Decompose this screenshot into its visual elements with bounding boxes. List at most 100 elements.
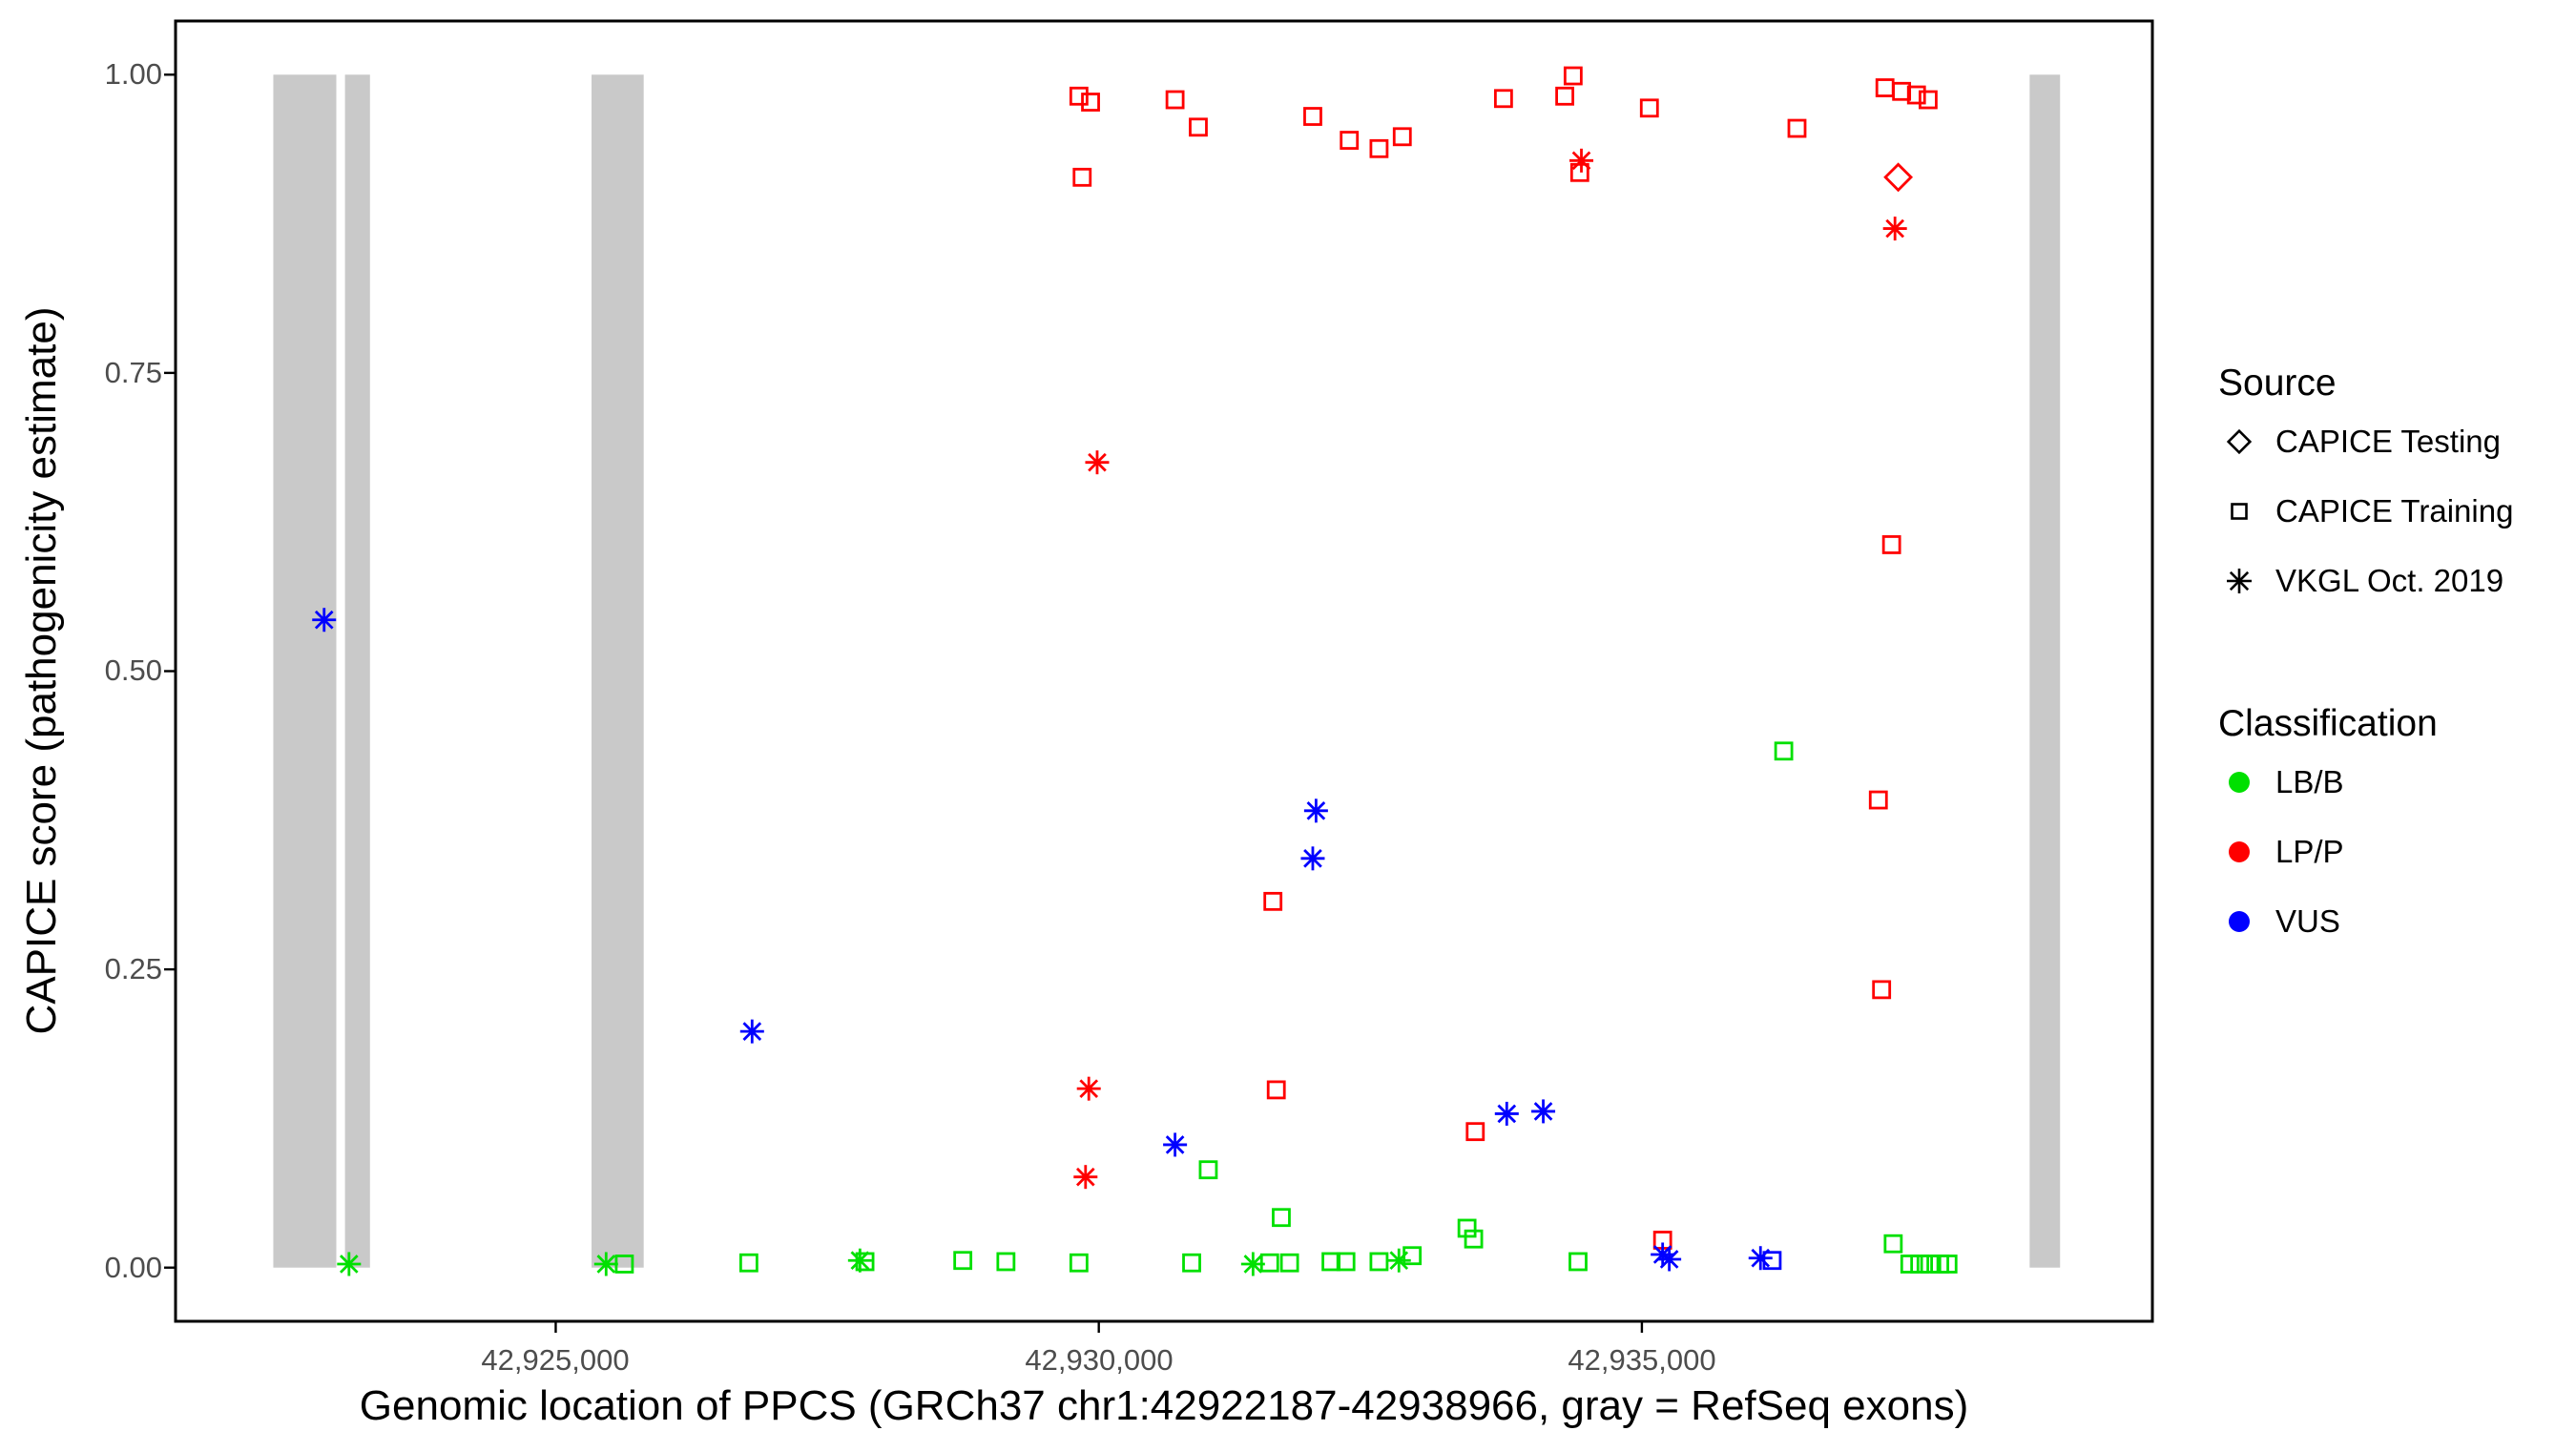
data-point-square: [953, 1251, 973, 1271]
data-point-square: [1457, 1218, 1477, 1238]
data-point-square: [1639, 98, 1659, 118]
data-point-square: [1563, 66, 1583, 86]
blue-dot-icon: [2218, 901, 2260, 943]
legend-item-label: LB/B: [2275, 763, 2344, 799]
data-point-square: [1165, 90, 1185, 110]
y-tick-label: 0.25: [104, 952, 162, 985]
green-dot-icon: [2218, 761, 2260, 803]
data-point-square: [1369, 1252, 1389, 1272]
data-point-square: [1369, 138, 1389, 158]
data-point-square: [1555, 86, 1574, 106]
data-point-asterisk: [1497, 1104, 1517, 1124]
data-point-square: [1919, 90, 1938, 110]
data-point-square: [1787, 118, 1807, 138]
data-point-square: [1493, 89, 1513, 109]
data-point-asterisk: [1075, 1167, 1095, 1187]
square-icon: [2218, 490, 2260, 532]
data-point-square: [1198, 1160, 1218, 1180]
data-point-square: [1464, 1229, 1484, 1249]
legend-item-vkgl: VKGL Oct. 2019: [2218, 546, 2571, 615]
data-point-asterisk: [1389, 1251, 1409, 1271]
y-axis-title: CAPICE score (pathogenicity estimate): [18, 306, 65, 1035]
data-point-square: [1875, 78, 1895, 97]
legend-classification-title: Classification: [2218, 703, 2438, 744]
data-point-square: [1340, 131, 1360, 150]
x-axis-title: Genomic location of PPCS (GRCh37 chr1:42…: [359, 1382, 1969, 1429]
refseq-exon-bar: [2029, 74, 2061, 1268]
legend-item-label: VKGL Oct. 2019: [2275, 562, 2504, 598]
y-tick-label: 1.00: [104, 57, 162, 91]
data-point-diamond: [1883, 162, 1914, 193]
data-point-square: [1081, 93, 1100, 112]
legend-item-label: VUS: [2275, 902, 2340, 939]
y-tick-label: 0.50: [104, 653, 162, 687]
legend-item-label: LP/P: [2275, 833, 2344, 869]
data-point-square: [1900, 1255, 1920, 1274]
data-point-square: [1465, 1122, 1485, 1142]
data-point-asterisk: [1659, 1250, 1679, 1269]
data-point-square: [738, 1253, 758, 1273]
data-point-square: [1569, 162, 1589, 182]
data-point-square: [1872, 980, 1892, 1000]
data-point-asterisk: [1533, 1102, 1553, 1121]
data-point-asterisk: [1079, 1079, 1099, 1098]
data-point-square: [1762, 1251, 1782, 1271]
red-dot-icon: [2218, 831, 2260, 873]
data-point-square: [1868, 790, 1888, 810]
x-tick-label: 42,930,000: [1025, 1343, 1174, 1377]
data-point-square: [1263, 891, 1283, 911]
data-point-asterisk: [1165, 1135, 1185, 1154]
data-point-square: [1272, 1208, 1291, 1228]
x-tick-label: 42,935,000: [1568, 1343, 1716, 1377]
data-point-asterisk: [596, 1255, 616, 1274]
legend-item-lbb: LB/B: [2218, 747, 2571, 817]
data-point-square: [1072, 167, 1092, 187]
legend-item-label: CAPICE Testing: [2275, 423, 2501, 459]
legend-item-label: CAPICE Training: [2275, 492, 2514, 529]
legend-item-capice-training: CAPICE Training: [2218, 476, 2571, 546]
data-point-asterisk: [850, 1251, 870, 1271]
data-point-square: [1892, 81, 1912, 101]
refseq-exon-bar: [344, 74, 370, 1268]
legend-item-vus: VUS: [2218, 886, 2571, 956]
data-point-square: [1920, 1255, 1940, 1274]
data-point-asterisk: [1885, 218, 1905, 238]
data-point-square: [1392, 127, 1412, 147]
data-point-square: [1069, 86, 1089, 106]
data-point-square: [1279, 1253, 1299, 1273]
data-point-square: [1189, 117, 1208, 137]
legend-item-capice-testing: CAPICE Testing: [2218, 406, 2571, 476]
data-point-asterisk: [1303, 848, 1322, 868]
y-tick-label: 0.75: [104, 356, 162, 389]
data-point-asterisk: [314, 610, 334, 630]
data-point-square: [1336, 1252, 1356, 1272]
data-point-square: [996, 1252, 1016, 1272]
data-point-asterisk: [1751, 1248, 1771, 1268]
data-point-square: [1881, 535, 1901, 554]
refseq-exon-bar: [273, 74, 337, 1268]
y-tick-label: 0.00: [104, 1251, 162, 1284]
data-point-asterisk: [1088, 452, 1107, 472]
panel-border: [174, 19, 2154, 1323]
data-point-asterisk: [1243, 1255, 1263, 1274]
legend-source-title: Source: [2218, 363, 2337, 404]
data-point-asterisk: [339, 1255, 359, 1274]
refseq-exon-bar: [592, 74, 644, 1268]
legend: Source CAPICE Testing CAPICE Training: [2218, 361, 2571, 956]
data-point-asterisk: [1306, 800, 1326, 820]
data-point-square: [1938, 1255, 1958, 1274]
data-point-square: [1321, 1252, 1340, 1272]
data-point-square: [1883, 1234, 1903, 1254]
data-point-square: [1266, 1080, 1286, 1100]
data-point-square: [1568, 1252, 1588, 1272]
diamond-icon: [2218, 421, 2260, 463]
data-point-square: [1182, 1253, 1201, 1273]
data-point-asterisk: [742, 1022, 762, 1041]
asterisk-icon: [2218, 560, 2260, 602]
data-point-square: [1774, 741, 1794, 761]
data-point-square: [1910, 1255, 1930, 1274]
data-point-square: [1069, 1253, 1089, 1273]
data-point-square: [1303, 107, 1322, 126]
